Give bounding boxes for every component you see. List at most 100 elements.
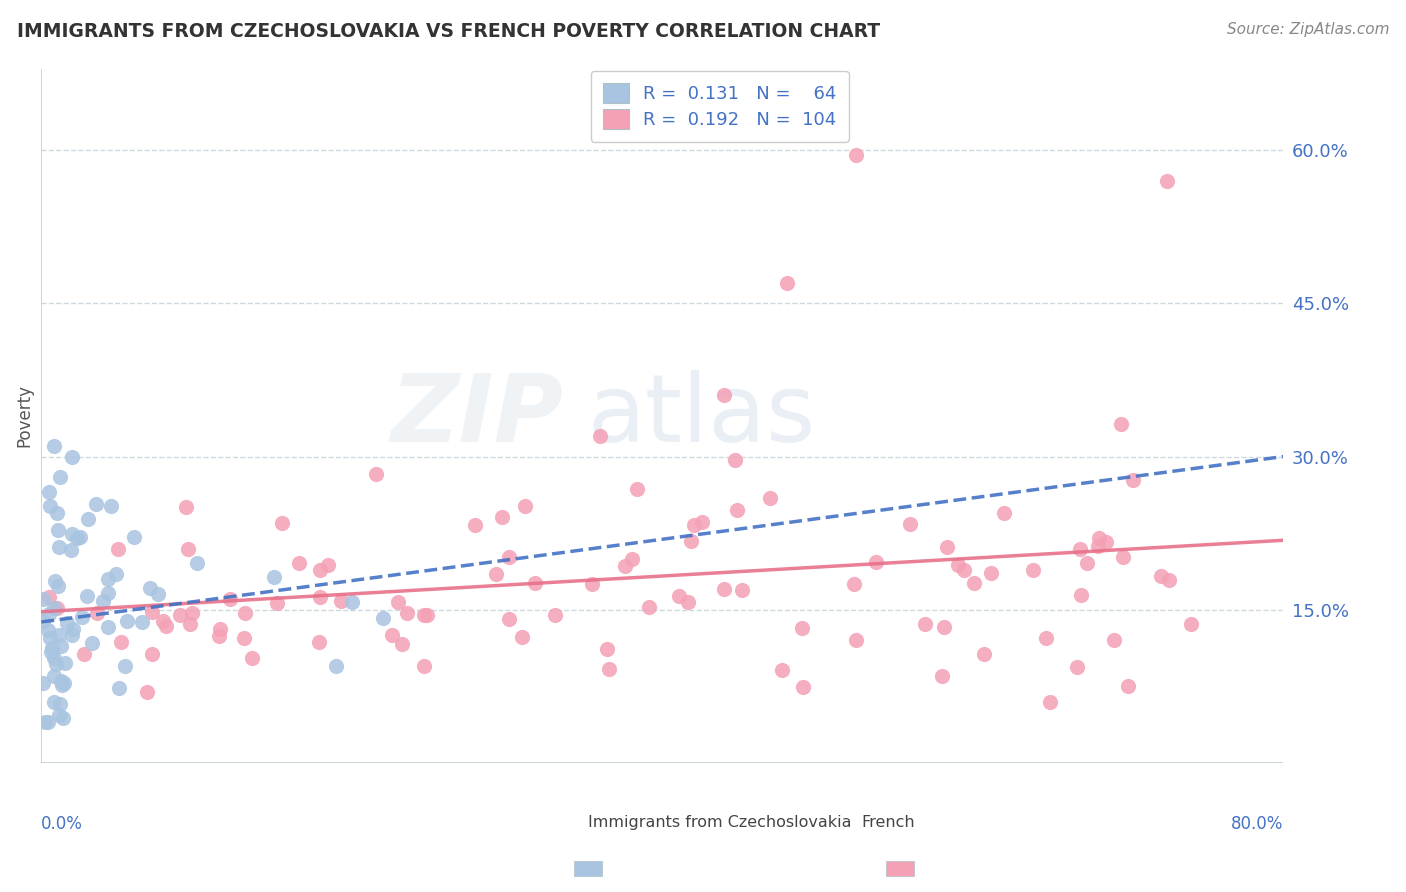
- Point: [758, 491, 780, 505]
- Point: [340, 595, 363, 609]
- Point: [124, 530, 146, 544]
- Point: [682, 518, 704, 533]
- Point: [266, 596, 288, 610]
- Point: [39, 631, 62, 645]
- Point: [38, 485, 60, 500]
- Point: [177, 542, 200, 557]
- Point: [42, 669, 65, 683]
- Point: [1021, 563, 1043, 577]
- Point: [309, 563, 332, 577]
- Point: [48, 707, 70, 722]
- Point: [39, 645, 62, 659]
- Point: [100, 500, 122, 514]
- Point: [209, 623, 232, 637]
- Point: [309, 590, 332, 604]
- Point: [66, 531, 89, 545]
- Point: [240, 651, 263, 665]
- Point: [34, 714, 56, 729]
- Point: [146, 587, 169, 601]
- Point: [980, 566, 1002, 580]
- Point: [62, 622, 84, 636]
- Point: [45, 657, 67, 671]
- Point: [48, 540, 70, 554]
- Point: [46, 523, 69, 537]
- Point: [914, 616, 936, 631]
- Point: [498, 612, 520, 626]
- Point: [1159, 574, 1181, 588]
- Point: [381, 628, 404, 642]
- Point: [219, 591, 242, 606]
- Point: [73, 648, 96, 662]
- Text: 0.0%: 0.0%: [41, 815, 83, 833]
- Point: [51, 678, 73, 692]
- Text: atlas: atlas: [588, 369, 815, 462]
- Point: [613, 558, 636, 573]
- Point: [308, 634, 330, 648]
- Point: [1180, 617, 1202, 632]
- Point: [174, 500, 197, 514]
- Point: [1111, 549, 1133, 564]
- Point: [325, 659, 347, 673]
- Point: [288, 556, 311, 570]
- Point: [44, 695, 66, 709]
- Point: [681, 533, 703, 548]
- Point: [1035, 631, 1057, 645]
- Point: [86, 606, 108, 620]
- Point: [412, 659, 434, 673]
- Point: [1109, 417, 1132, 431]
- Point: [155, 619, 177, 633]
- Point: [42, 600, 65, 615]
- Point: [186, 556, 208, 570]
- Point: [366, 467, 388, 482]
- Point: [271, 516, 294, 530]
- Point: [52, 676, 75, 690]
- Point: [141, 647, 163, 661]
- Point: [595, 642, 617, 657]
- Point: [32, 591, 55, 606]
- Point: [97, 586, 120, 600]
- Point: [1102, 632, 1125, 647]
- Point: [38, 607, 60, 622]
- Point: [131, 615, 153, 630]
- Point: [845, 632, 868, 647]
- Point: [1087, 539, 1109, 553]
- Point: [932, 620, 955, 634]
- Point: [45, 506, 67, 520]
- Point: [1156, 174, 1178, 188]
- Y-axis label: Poverty: Poverty: [15, 384, 32, 447]
- Point: [931, 669, 953, 683]
- Point: [108, 681, 131, 696]
- Text: IMMIGRANTS FROM CZECHOSLOVAKIA VS FRENCH POVERTY CORRELATION CHART: IMMIGRANTS FROM CZECHOSLOVAKIA VS FRENCH…: [17, 22, 880, 41]
- Point: [770, 663, 793, 677]
- Point: [581, 577, 603, 591]
- Point: [235, 606, 257, 620]
- Point: [49, 673, 72, 688]
- Point: [1070, 588, 1092, 602]
- Point: [387, 595, 409, 609]
- Point: [1076, 556, 1098, 570]
- Point: [678, 595, 700, 609]
- Point: [396, 606, 419, 620]
- Point: [60, 450, 83, 464]
- Point: [115, 615, 138, 629]
- Point: [775, 276, 797, 290]
- Point: [53, 657, 76, 671]
- Point: [491, 509, 513, 524]
- Point: [620, 551, 643, 566]
- Text: Source: ZipAtlas.com: Source: ZipAtlas.com: [1226, 22, 1389, 37]
- Point: [1094, 534, 1116, 549]
- Point: [169, 607, 191, 622]
- Point: [668, 590, 690, 604]
- Point: [415, 608, 437, 623]
- Point: [1122, 473, 1144, 487]
- Point: [45, 601, 67, 615]
- Point: [114, 659, 136, 673]
- Point: [49, 639, 72, 653]
- Legend: R =  0.131   N =    64, R =  0.192   N =  104: R = 0.131 N = 64, R = 0.192 N = 104: [591, 70, 849, 142]
- Point: [464, 517, 486, 532]
- Point: [233, 631, 256, 645]
- Point: [845, 148, 868, 162]
- Point: [93, 594, 115, 608]
- Point: [263, 570, 285, 584]
- Point: [371, 610, 394, 624]
